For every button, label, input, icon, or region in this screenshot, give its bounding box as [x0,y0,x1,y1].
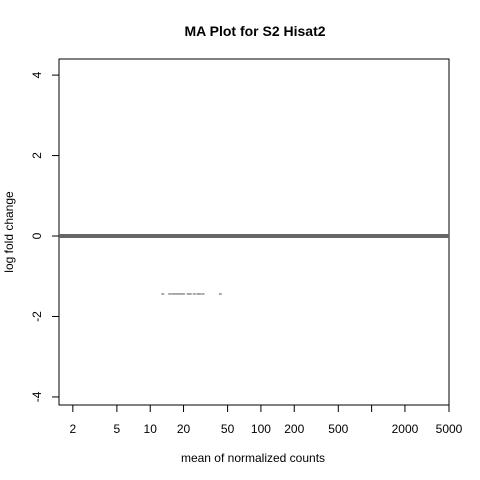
y-tick-label: -2 [30,311,44,322]
y-tick-label: 4 [30,71,44,78]
x-tick-label: 2 [69,422,76,436]
x-tick-label: 5000 [436,422,463,436]
x-tick-label: 5 [114,422,121,436]
y-tick-label: 0 [30,232,44,239]
plot-area [58,58,450,406]
x-tick-label: 500 [328,422,348,436]
x-tick-label: 10 [144,422,158,436]
y-tick-label: 2 [30,152,44,159]
y-axis: -4 -2 0 2 4 [30,71,59,402]
chart-title: MA Plot for S2 Hisat2 [184,23,325,39]
x-tick-label: 100 [251,422,271,436]
y-axis-label: log fold change [2,191,16,273]
x-tick-label: 200 [284,422,304,436]
y-tick-label: -4 [30,391,44,402]
x-tick-label: 20 [177,422,191,436]
x-tick-label: 2000 [392,422,419,436]
x-axis-label: mean of normalized counts [181,451,325,465]
x-axis: 2 5 10 20 50 100 200 500 2000 5000 [69,405,463,436]
x-tick-label: 50 [221,422,235,436]
